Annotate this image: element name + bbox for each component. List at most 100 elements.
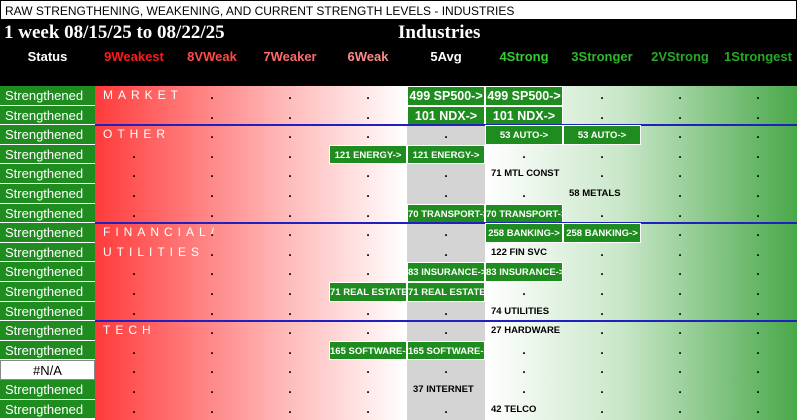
- empty-cell: .: [288, 264, 292, 279]
- industry-label: 27 HARDWARE: [491, 325, 561, 337]
- empty-cell: .: [366, 225, 370, 240]
- empty-cell: .: [444, 401, 448, 416]
- report-title: RAW STRENGTHENING, WEAKENING, AND CURREN…: [0, 0, 797, 20]
- empty-cell: .: [678, 284, 682, 298]
- empty-cell: .: [444, 244, 448, 259]
- empty-cell: .: [678, 382, 682, 396]
- empty-cell: .: [756, 225, 760, 240]
- empty-cell: .: [600, 205, 604, 220]
- empty-cell: .: [210, 323, 214, 338]
- empty-cell: .: [132, 205, 136, 220]
- status-cell: Strengthened: [0, 380, 95, 400]
- empty-cell: .: [132, 342, 136, 357]
- flow-box: 83 INSURANCE->: [407, 262, 485, 282]
- empty-cell: .: [600, 146, 604, 161]
- empty-cell: .: [288, 205, 292, 220]
- empty-cell: .: [288, 342, 292, 357]
- empty-cell: .: [444, 225, 448, 240]
- empty-cell: .: [288, 146, 292, 161]
- empty-cell: .: [210, 401, 214, 416]
- empty-cell: .: [210, 88, 214, 102]
- empty-cell: .: [600, 244, 604, 259]
- empty-cell: .: [600, 303, 604, 318]
- status-cell: Strengthened: [0, 282, 95, 302]
- empty-cell: .: [522, 342, 526, 357]
- empty-cell: .: [210, 166, 214, 181]
- industry-label: 71 MTL CONST: [491, 168, 560, 180]
- empty-cell: .: [366, 205, 370, 220]
- empty-cell: .: [756, 362, 760, 377]
- empty-cell: .: [366, 401, 370, 416]
- empty-cell: .: [600, 362, 604, 377]
- empty-cell: .: [444, 127, 448, 142]
- status-cell: Strengthened: [0, 86, 95, 106]
- empty-cell: .: [678, 88, 682, 102]
- title-band: 1 week 08/15/25 to 08/22/25 Industries: [0, 20, 797, 46]
- status-cell: Strengthened: [0, 399, 95, 420]
- column-header: 6Weak: [347, 49, 389, 64]
- group-label: FINANCIAL/: [103, 225, 220, 240]
- flow-box: 499 SP500->: [407, 86, 485, 106]
- empty-cell: .: [678, 362, 682, 377]
- empty-cell: .: [288, 303, 292, 318]
- column-header: 5Avg: [430, 49, 462, 64]
- status-cell: Strengthened: [0, 184, 95, 204]
- empty-cell: .: [678, 323, 682, 338]
- industry-label: 37 INTERNET: [413, 384, 474, 395]
- empty-cell: .: [756, 205, 760, 220]
- status-cell: Strengthened: [0, 223, 95, 243]
- status-cell: Strengthened: [0, 321, 95, 341]
- group-label: OTHER: [103, 127, 170, 142]
- empty-cell: .: [678, 303, 682, 318]
- empty-cell: .: [288, 362, 292, 377]
- industry-label: 58 METALS: [569, 188, 621, 199]
- flow-box: 70 TRANSPORT->: [407, 203, 485, 224]
- empty-cell: .: [288, 323, 292, 338]
- industry-label: 74 UTILITIES: [491, 305, 550, 317]
- empty-cell: .: [756, 186, 760, 200]
- flow-box: 101 NDX->: [485, 105, 563, 126]
- empty-cell: .: [600, 166, 604, 181]
- period: 1 week 08/15/25 to 08/22/25: [4, 22, 225, 43]
- empty-cell: .: [678, 166, 682, 181]
- empty-cell: .: [678, 225, 682, 240]
- empty-cell: .: [210, 342, 214, 357]
- flow-box: 499 SP500->: [485, 86, 563, 106]
- empty-cell: .: [756, 401, 760, 416]
- status-cell: Strengthened: [0, 301, 95, 322]
- empty-cell: .: [756, 284, 760, 298]
- empty-cell: .: [756, 88, 760, 102]
- empty-cell: .: [756, 146, 760, 161]
- empty-cell: .: [366, 323, 370, 338]
- empty-cell: .: [132, 362, 136, 377]
- group-separator: [95, 124, 797, 127]
- empty-cell: .: [756, 303, 760, 318]
- empty-cell: .: [678, 107, 682, 122]
- empty-cell: .: [288, 127, 292, 142]
- empty-cell: .: [288, 166, 292, 181]
- empty-cell: .: [288, 382, 292, 396]
- empty-cell: .: [288, 401, 292, 416]
- header-row: [0, 46, 797, 86]
- status-cell: Strengthened: [0, 125, 95, 145]
- empty-cell: .: [132, 166, 136, 181]
- empty-cell: .: [678, 205, 682, 220]
- empty-cell: .: [288, 244, 292, 259]
- group-label: MARKET: [103, 88, 184, 102]
- flow-box: 165 SOFTWARE->: [329, 340, 407, 361]
- status-cell: Strengthened: [0, 242, 95, 263]
- empty-cell: .: [288, 284, 292, 298]
- status-cell: #N/A: [0, 360, 95, 380]
- empty-cell: .: [288, 225, 292, 240]
- status-cell: Strengthened: [0, 164, 95, 184]
- empty-cell: .: [756, 342, 760, 357]
- empty-cell: .: [366, 186, 370, 200]
- empty-cell: .: [678, 186, 682, 200]
- empty-cell: .: [210, 225, 214, 240]
- empty-cell: .: [210, 146, 214, 161]
- empty-cell: .: [678, 244, 682, 259]
- empty-cell: .: [132, 264, 136, 279]
- flow-box: 83 INSURANCE->: [485, 262, 563, 282]
- flow-box: 258 BANKING->: [563, 223, 641, 243]
